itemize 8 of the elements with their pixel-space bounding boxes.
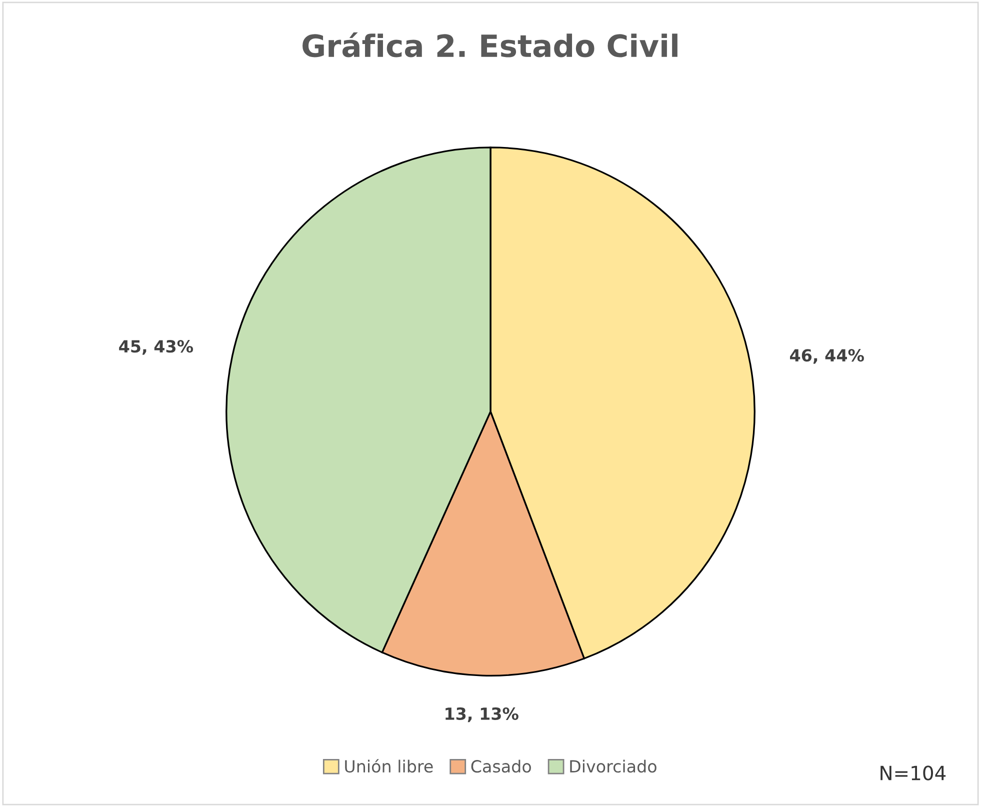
text: N=104: [880, 766, 946, 780]
legend-label: Unión libre: [345, 759, 433, 773]
legend-label: Divorciado: [570, 760, 656, 773]
chart-title: Gráfica 2. Estado Civil: [302, 32, 678, 58]
data-label: 13, 13%: [446, 707, 518, 722]
legend-label: Casado: [471, 760, 531, 773]
data-label: 45, 43%: [119, 340, 194, 355]
data-label: 46, 44%: [790, 349, 864, 364]
